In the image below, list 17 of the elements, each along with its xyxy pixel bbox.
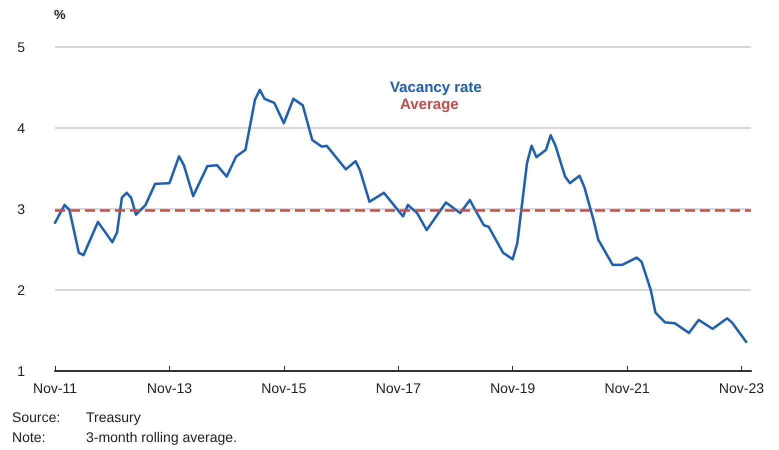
y-tick-label: 2 (17, 282, 26, 298)
y-tick-label: 3 (17, 201, 26, 217)
text: Source: Treasury (12, 409, 141, 425)
ref-line-label: Average (400, 96, 459, 113)
x-tick-label: Nov-15 (261, 380, 307, 396)
text: Vacancy rate (390, 79, 482, 96)
y-tick-label: 5 (17, 39, 26, 55)
x-tick-label: Nov-19 (490, 380, 536, 396)
x-tick-label: Nov-11 (32, 380, 78, 396)
x-tick-label: Nov-17 (376, 380, 422, 396)
y-axis-title: % (54, 7, 66, 22)
text: Note: 3-month rolling average. (12, 429, 237, 445)
x-tick-label: Nov-21 (604, 380, 650, 396)
y-tick-label: 4 (17, 120, 26, 136)
x-tick-label: Nov-13 (146, 380, 192, 396)
y-tick-label: 1 (17, 363, 26, 379)
x-tick-label: Nov-23 (718, 380, 764, 396)
